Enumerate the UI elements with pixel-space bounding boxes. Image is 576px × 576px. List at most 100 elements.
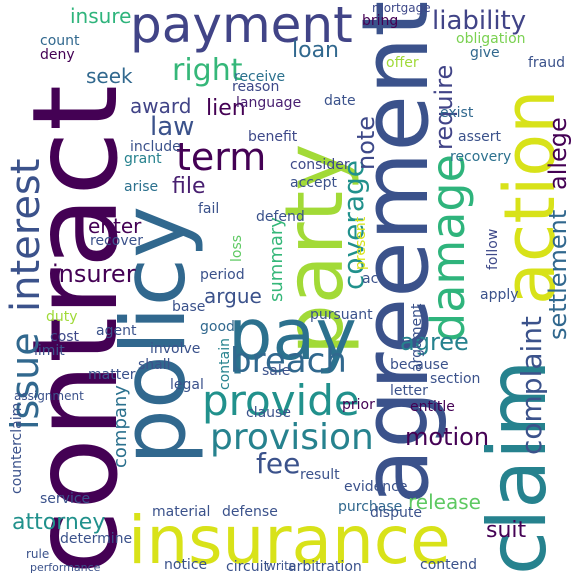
word-purchase: purchase xyxy=(338,499,403,515)
word-right: right xyxy=(172,53,243,88)
word-insurance: insurance xyxy=(128,502,451,576)
word-loan: loan xyxy=(292,38,339,63)
word-include: include xyxy=(130,139,181,155)
word-payment: payment xyxy=(130,0,353,54)
word-period: period xyxy=(200,267,245,283)
word-recover: recover xyxy=(90,233,143,249)
word-act: act xyxy=(362,271,384,287)
word-settlement: settlement xyxy=(544,209,572,340)
word-loss: loss xyxy=(229,234,245,262)
word-base: base xyxy=(172,299,206,315)
word-prior: prior xyxy=(342,397,375,413)
word-clause: clause xyxy=(246,405,291,421)
word-breach: breach xyxy=(230,341,347,381)
word-insure: insure xyxy=(70,4,132,28)
word-mortgage: mortgage xyxy=(372,1,431,15)
word-evidence: evidence xyxy=(344,479,408,495)
word-summary: summary xyxy=(266,217,287,302)
word-shall: shall xyxy=(138,357,171,373)
word-follow: follow xyxy=(485,228,501,270)
word-pay: pay xyxy=(228,294,357,376)
word-dispute: dispute xyxy=(370,505,422,521)
word-good: good xyxy=(200,319,235,335)
word-provide: provide xyxy=(202,376,360,425)
word-matter: matter xyxy=(88,367,136,383)
word-section: section xyxy=(430,371,481,387)
word-suit: suit xyxy=(486,518,527,543)
word-cost: cost xyxy=(50,329,80,345)
word-date: date xyxy=(324,93,356,109)
word-seek: seek xyxy=(86,64,133,88)
word-assignment: assignment xyxy=(14,389,84,403)
word-defense: defense xyxy=(222,504,278,520)
word-consider: consider xyxy=(290,157,350,173)
word-allege: allege xyxy=(544,117,572,190)
word-term: term xyxy=(176,135,267,179)
word-deny: deny xyxy=(40,47,75,63)
word-arbitration: arbitration xyxy=(288,559,362,575)
word-rule: rule xyxy=(26,547,50,561)
word-accept: accept xyxy=(290,175,337,191)
word-material: material xyxy=(152,504,211,520)
word-benefit: benefit xyxy=(248,129,298,145)
word-damage: damage xyxy=(421,154,475,342)
word-offer: offer xyxy=(386,55,419,71)
word-defend: defend xyxy=(256,209,305,225)
word-enter: enter xyxy=(88,214,142,238)
word-obligation: obligation xyxy=(456,31,526,47)
word-letter: letter xyxy=(390,383,428,399)
word-limit: limit xyxy=(34,343,65,359)
word-performance: performance xyxy=(30,561,101,574)
word-language: language xyxy=(236,95,302,111)
word-sale: sale xyxy=(262,363,291,379)
word-determine: determine xyxy=(60,531,133,547)
word-law: law xyxy=(150,112,195,142)
word-entitle: entitle xyxy=(410,399,455,415)
word-grant: grant xyxy=(124,151,162,167)
word-because: because xyxy=(390,357,449,373)
word-fraud: fraud xyxy=(528,55,566,71)
word-award: award xyxy=(130,94,192,118)
word-write: write xyxy=(266,559,297,573)
word-argue: argue xyxy=(204,284,262,308)
word-complaint: complaint xyxy=(515,315,548,455)
word-service: service xyxy=(40,491,91,507)
word-liability: liability xyxy=(432,6,527,36)
word-motion: motion xyxy=(405,423,490,451)
word-legal: legal xyxy=(170,377,204,393)
word-fee: fee xyxy=(256,447,301,480)
word-reason: reason xyxy=(232,79,280,95)
word-present: present xyxy=(353,216,369,270)
word-give: give xyxy=(470,45,500,61)
word-note: note xyxy=(352,115,380,170)
word-bring: bring xyxy=(362,13,399,29)
word-apply: apply xyxy=(480,287,519,303)
word-insurer: insurer xyxy=(52,260,136,288)
word-receive: receive xyxy=(234,69,286,85)
word-provision: provision xyxy=(210,417,374,458)
word-file: file xyxy=(172,174,206,199)
word-contain: contain xyxy=(217,338,233,390)
word-interest: interest xyxy=(3,158,49,312)
word-involve: involve xyxy=(150,341,201,357)
word-recovery: recovery xyxy=(450,149,512,165)
word-company: company xyxy=(110,385,131,468)
word-counterclaim: counterclaim xyxy=(9,402,25,494)
word-circuit: circuit xyxy=(226,559,269,575)
word-duty: duty xyxy=(46,309,78,325)
word-count: count xyxy=(40,33,80,49)
word-notice: notice xyxy=(164,557,208,573)
word-attorney: attorney xyxy=(12,510,106,535)
word-arise: arise xyxy=(124,179,159,195)
word-exist: exist xyxy=(440,105,474,121)
word-contend: contend xyxy=(420,557,477,573)
word-agree: agree xyxy=(400,328,469,356)
word-agent: agent xyxy=(96,323,137,339)
word-assert: assert xyxy=(458,129,502,145)
word-release: release xyxy=(408,490,481,514)
word-result: result xyxy=(300,467,340,483)
word-fail: fail xyxy=(198,201,220,217)
word-lien: lien xyxy=(206,96,246,121)
word-pursuant: pursuant xyxy=(310,307,373,323)
